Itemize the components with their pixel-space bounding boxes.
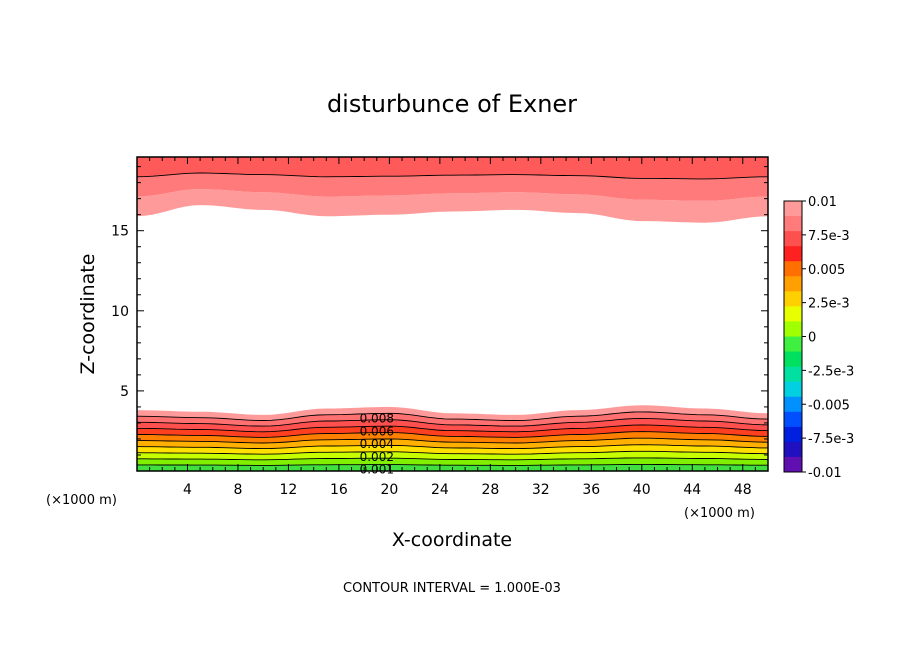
colorbar-swatch xyxy=(784,306,802,322)
contour-fill-band xyxy=(137,425,768,438)
colorbar-swatch xyxy=(784,351,802,368)
colorbar-swatch xyxy=(784,396,802,413)
colorbar-swatch xyxy=(784,336,802,352)
colorbar-swatch xyxy=(784,441,802,458)
contour-fill-band xyxy=(137,411,768,427)
colorbar-label: 2.5e-3 xyxy=(808,297,850,312)
contour-line xyxy=(137,411,768,421)
contour-fill-band xyxy=(137,405,768,421)
contour-fill-band xyxy=(137,431,768,443)
colorbar-swatch xyxy=(784,216,802,232)
colorbar-swatch xyxy=(784,246,802,262)
colorbar-label: 0.01 xyxy=(808,195,837,210)
contour-line xyxy=(137,444,768,450)
colorbar-swatch xyxy=(784,366,802,383)
contour-line xyxy=(137,457,768,461)
contour-fill-band xyxy=(137,457,768,466)
x-tick-label: 28 xyxy=(481,482,499,498)
contour-line xyxy=(137,463,768,466)
x-axis-ticks: 4 8 12 16 20 24 28 32 36 40 44 48 xyxy=(149,157,756,498)
chart-title: disturbunce of Exner xyxy=(327,90,577,118)
upper-contour-band xyxy=(137,157,768,223)
contour-line xyxy=(137,431,768,438)
y-tick-label: 5 xyxy=(120,384,129,400)
x-tick-label: 36 xyxy=(582,482,600,498)
contour-line xyxy=(137,172,768,180)
x-tick-label: 20 xyxy=(380,482,398,498)
colorbar-swatch xyxy=(784,201,802,217)
colorbar-label: -7.5e-3 xyxy=(808,432,854,447)
contour-label: 0.006 xyxy=(360,424,394,438)
x-tick-label: 24 xyxy=(431,482,449,498)
colorbar-swatch xyxy=(784,291,802,307)
contour-interval-note: CONTOUR INTERVAL = 1.000E-03 xyxy=(343,581,561,596)
x-tick-label: 44 xyxy=(683,482,701,498)
colorbar-swatch xyxy=(784,321,802,337)
colorbar-swatch xyxy=(784,456,802,473)
x-tick-label: 16 xyxy=(330,482,348,498)
x-axis-label: X-coordinate xyxy=(392,529,512,551)
x-tick-label: 48 xyxy=(734,482,752,498)
colorbar-swatch xyxy=(784,261,802,277)
contour-line xyxy=(137,424,768,433)
colorbar: 0.01 7.5e-3 0.005 2.5e-3 0 -2.5e-3 -0.005 -7.5e… xyxy=(783,195,854,481)
contour-line xyxy=(137,418,768,427)
colorbar-label: 7.5e-3 xyxy=(808,229,850,244)
y-axis-ticks: 5 10 15 xyxy=(111,166,768,456)
x-tick-label: 32 xyxy=(532,482,550,498)
y-tick-label: 15 xyxy=(111,224,129,240)
x-tick-label: 12 xyxy=(279,482,297,498)
colorbar-swatch xyxy=(784,276,802,292)
colorbar-swatch xyxy=(784,426,802,443)
contour-label: 0.008 xyxy=(360,412,394,426)
contour-fill-band xyxy=(137,438,768,449)
contour-label: 0.004 xyxy=(360,437,394,451)
x-tick-label: 4 xyxy=(183,482,192,498)
colorbar-swatch xyxy=(784,381,802,398)
lower-contour-band xyxy=(137,405,768,471)
colorbar-label: -0.01 xyxy=(808,466,842,481)
y-tick-label: 10 xyxy=(111,304,129,320)
contour-label: 0.002 xyxy=(360,450,394,464)
colorbar-label: 0 xyxy=(808,331,816,346)
colorbar-label: -0.005 xyxy=(808,398,850,413)
contour-fill-band xyxy=(137,189,768,223)
x-unit-right: (×1000 m) xyxy=(684,506,755,521)
x-tick-label: 40 xyxy=(633,482,651,498)
y-axis-label: Z-coordinate xyxy=(77,254,99,375)
x-unit-left: (×1000 m) xyxy=(46,493,117,508)
colorbar-swatch xyxy=(784,411,802,428)
contour-fill-band xyxy=(137,157,768,179)
colorbar-swatch xyxy=(784,231,802,247)
x-tick-label: 8 xyxy=(234,482,243,498)
contour-line xyxy=(137,450,768,455)
colorbar-label: -2.5e-3 xyxy=(808,364,854,379)
contour-line xyxy=(137,437,768,444)
contour-fill-band xyxy=(137,173,768,201)
colorbar-label: 0.005 xyxy=(808,263,845,278)
